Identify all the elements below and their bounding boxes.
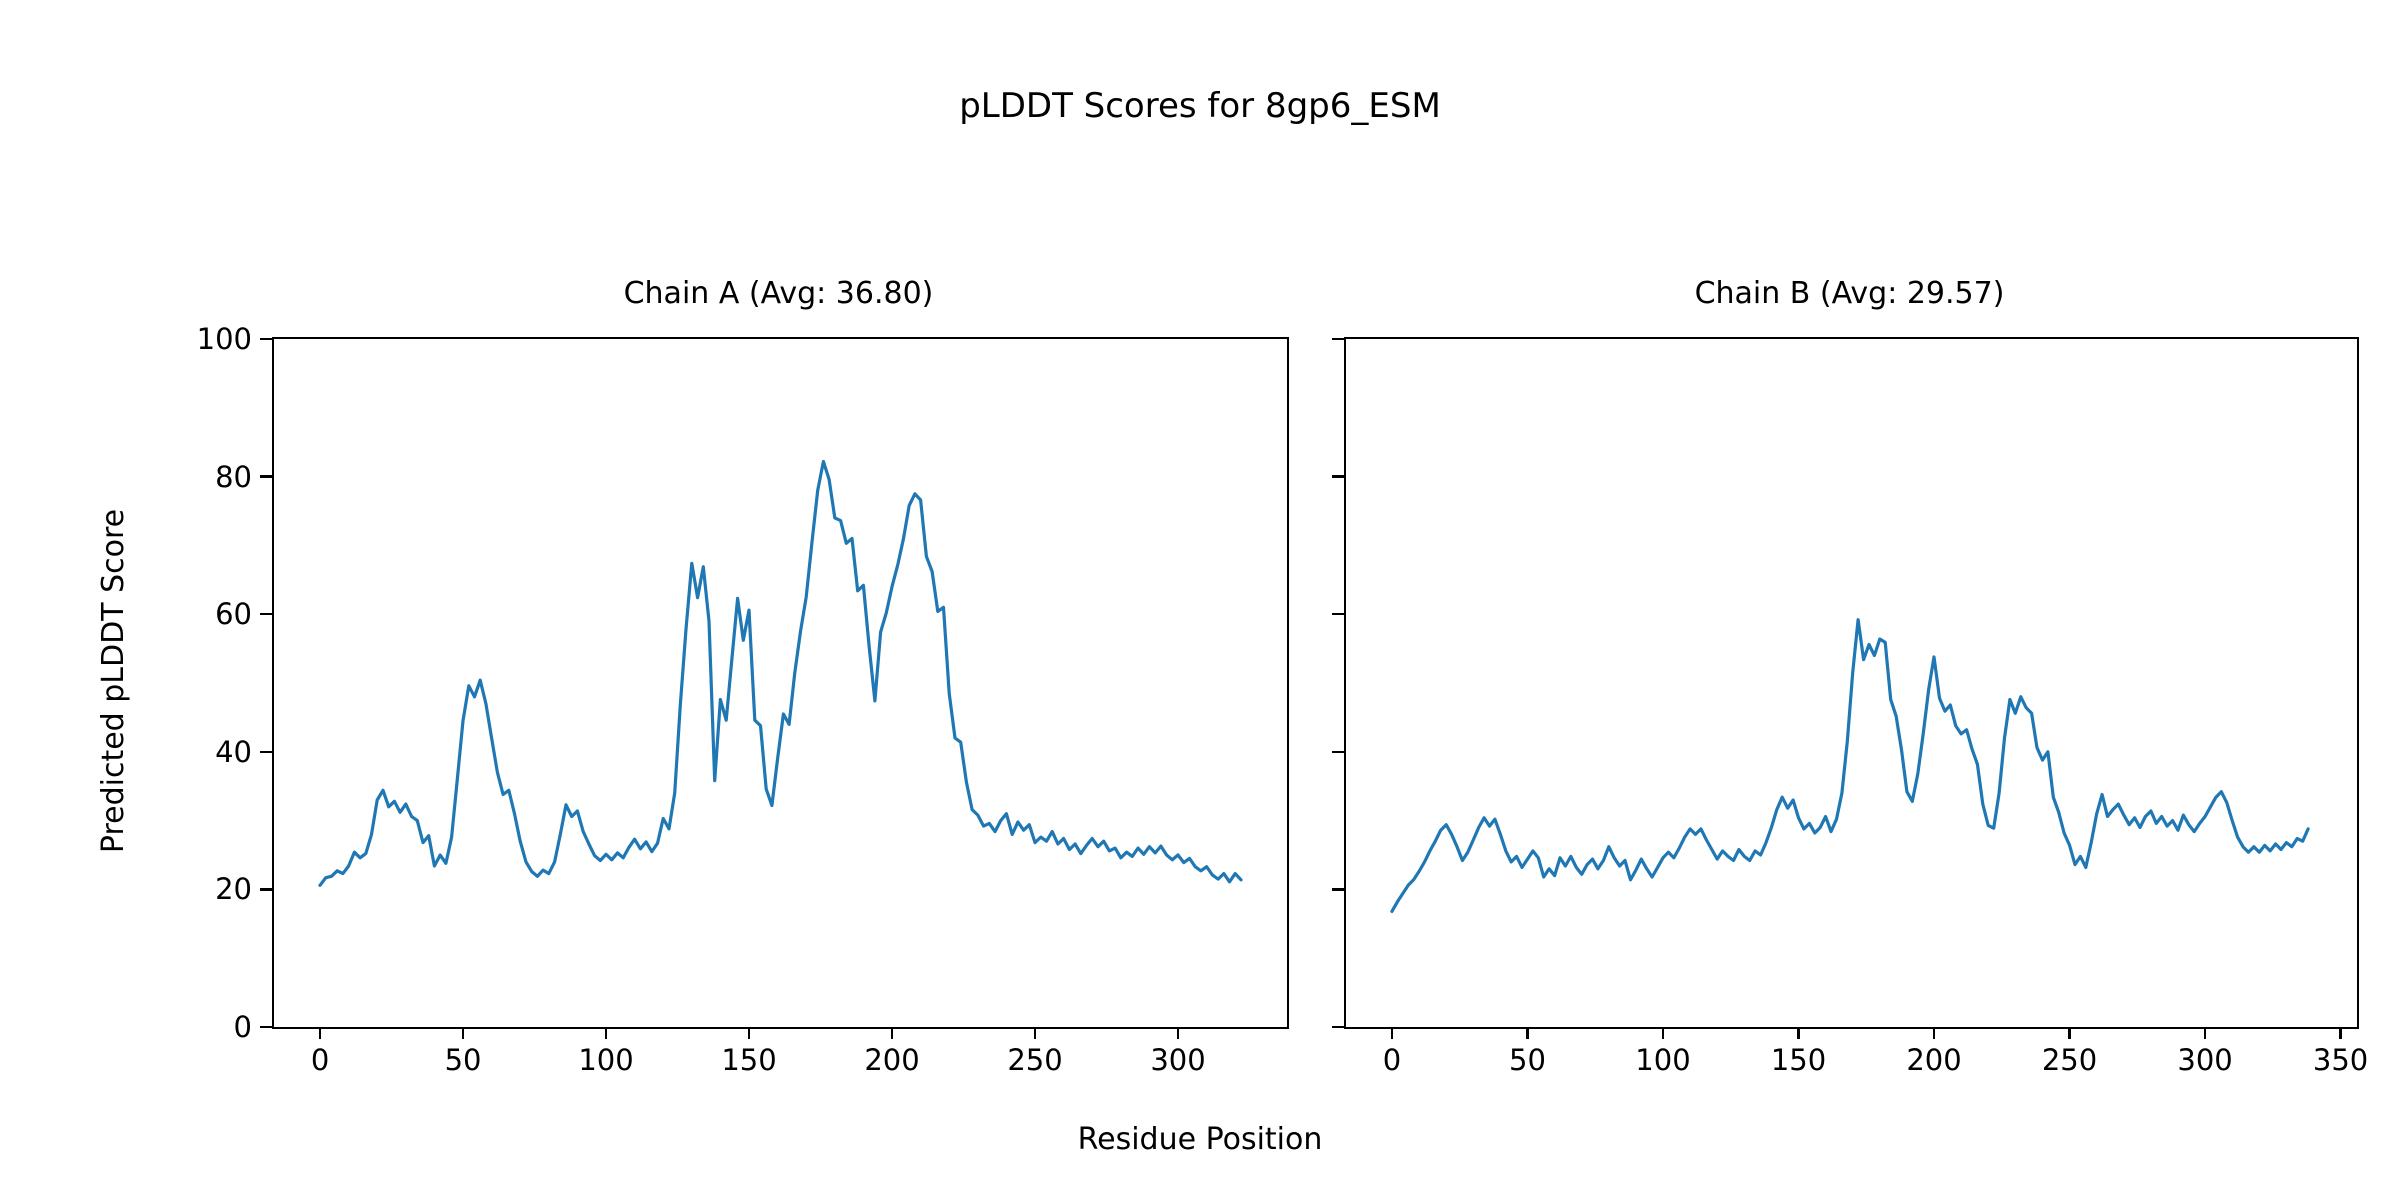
y-tick-mark <box>1331 888 1344 891</box>
x-tick-label: 350 <box>2312 1043 2369 1077</box>
y-tick-mark <box>259 612 272 616</box>
x-tick-mark <box>461 1027 465 1039</box>
x-axis-label: Residue Position <box>1077 1122 1323 1157</box>
y-tick-mark <box>1331 612 1344 616</box>
x-tick-mark <box>604 1027 608 1039</box>
x-tick-mark <box>2203 1027 2207 1039</box>
x-tick-mark <box>1390 1027 1394 1039</box>
x-tick-label: 300 <box>1150 1043 1206 1077</box>
y-tick-mark <box>1331 750 1344 754</box>
x-tick-label: 200 <box>1906 1043 1962 1077</box>
x-tick-label: 0 <box>310 1043 330 1077</box>
x-tick-mark <box>1176 1027 1180 1039</box>
y-tick-mark <box>1331 1025 1344 1029</box>
x-tick-mark <box>2339 1027 2342 1039</box>
x-tick-mark <box>890 1027 894 1039</box>
y-axis-label: Predicted pLDDT Score <box>96 508 131 854</box>
x-tick-mark <box>1932 1027 1936 1039</box>
x-tick-label: 0 <box>1382 1043 1402 1077</box>
x-tick-label: 100 <box>1635 1043 1691 1077</box>
y-tick-label: 100 <box>196 322 252 356</box>
x-tick-label: 100 <box>578 1043 634 1077</box>
x-tick-mark <box>1526 1027 1529 1039</box>
x-tick-mark <box>318 1027 322 1039</box>
line-plot-chain-a <box>318 459 1243 887</box>
y-tick-label: 20 <box>215 872 252 907</box>
axes-chain-a: 0 50 100 150 200 250 300 0 20 40 60 80 100 <box>197 324 1289 1075</box>
figure-title: pLDDT Scores for 8gp6_ESM <box>959 86 1441 126</box>
x-tick-label: 50 <box>444 1043 482 1077</box>
x-tick-label: 150 <box>721 1043 777 1077</box>
y-tick-mark <box>259 337 272 341</box>
x-tick-mark <box>1797 1027 1800 1039</box>
x-tick-mark <box>2068 1027 2071 1039</box>
x-tick-label: 300 <box>2177 1043 2233 1077</box>
y-tick-mark <box>1331 475 1344 478</box>
y-tick-label: 40 <box>215 734 252 769</box>
x-tick-label: 150 <box>1770 1043 1827 1077</box>
plddt-line-chain-a <box>318 459 1243 887</box>
subplot-title-chain-a: Chain A (Avg: 36.80) <box>623 276 934 311</box>
x-tick-label: 250 <box>2041 1043 2098 1077</box>
plddt-line-chain-b <box>1390 618 2310 914</box>
x-tick-mark <box>1033 1027 1037 1039</box>
x-tick-mark <box>747 1027 751 1039</box>
y-tick-mark <box>259 475 272 478</box>
y-tick-label: 0 <box>233 1010 252 1044</box>
x-tick-label: 250 <box>1007 1043 1063 1077</box>
line-plot-chain-b <box>1390 618 2310 914</box>
x-tick-label: 200 <box>864 1043 920 1077</box>
x-tick-label: 50 <box>1509 1043 1546 1077</box>
y-tick-label: 60 <box>215 597 252 632</box>
axes-chain-b: 0 50 100 150 200 250 300 350 <box>1331 337 2368 1075</box>
y-tick-mark <box>259 888 272 891</box>
subplot-title-chain-b: Chain B (Avg: 29.57) <box>1694 276 2005 311</box>
x-tick-mark <box>1661 1027 1665 1039</box>
y-tick-mark <box>259 750 272 754</box>
y-tick-mark <box>259 1025 272 1029</box>
y-tick-mark <box>1331 337 1344 341</box>
y-tick-label: 80 <box>215 459 252 494</box>
